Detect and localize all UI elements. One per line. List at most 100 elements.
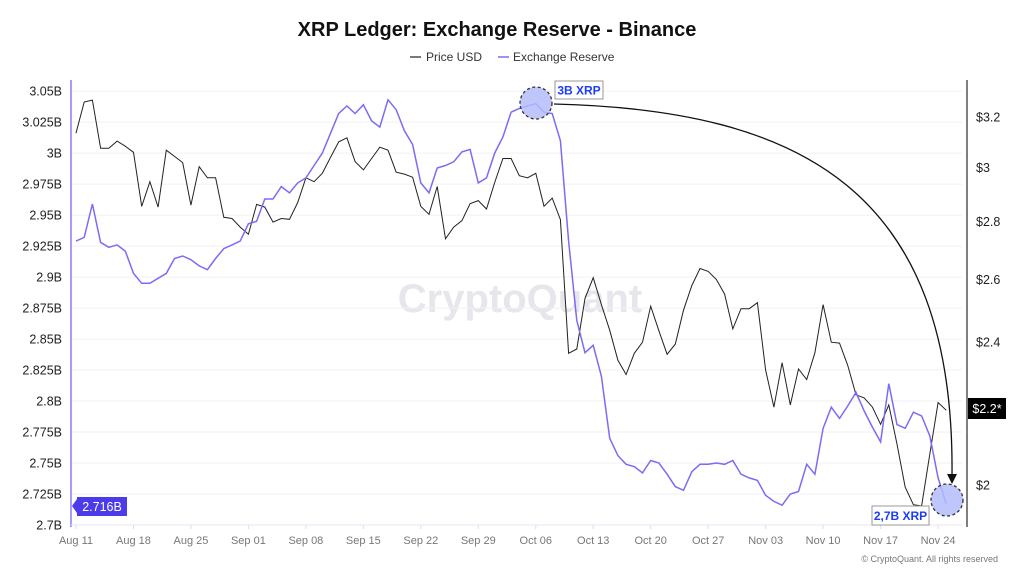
- reserve-point: [223, 248, 224, 249]
- legend-reserve-label[interactable]: Exchange Reserve: [513, 50, 615, 64]
- x-tick-label: Aug 25: [174, 535, 209, 547]
- price-point: [552, 198, 553, 199]
- low-annotation-box: [871, 505, 930, 526]
- price-point: [823, 304, 824, 305]
- reserve-point: [880, 441, 881, 442]
- right-tick-label: $2.6: [976, 273, 1000, 287]
- reserve-point: [708, 464, 709, 465]
- price-point: [133, 152, 134, 153]
- price-point: [790, 404, 791, 405]
- price-point: [281, 218, 282, 219]
- reserve-point: [781, 505, 782, 506]
- price-point: [174, 156, 175, 157]
- price-point: [699, 268, 700, 269]
- reserve-point: [814, 474, 815, 475]
- reserve-point: [839, 418, 840, 419]
- reserve-point: [502, 136, 503, 137]
- left-tick-label: 3.05B: [29, 85, 62, 99]
- reserve-point: [798, 491, 799, 492]
- reserve-point: [469, 149, 470, 150]
- right-current-value: $2.2*: [972, 402, 1001, 416]
- reserve-point: [84, 237, 85, 238]
- low-annotation-label: 2,7B XRP: [874, 509, 927, 523]
- left-tick-label: 2.925B: [22, 240, 62, 254]
- reserve-point: [749, 477, 750, 478]
- x-tick-label: Oct 20: [634, 535, 666, 547]
- price-point: [757, 302, 758, 303]
- price-point: [781, 362, 782, 363]
- price-point: [872, 406, 873, 407]
- price-point: [445, 238, 446, 239]
- price-point: [560, 219, 561, 220]
- price-point: [322, 173, 323, 174]
- reserve-point: [264, 198, 265, 199]
- x-tick-label: Aug 11: [59, 535, 93, 547]
- peak-highlight-circle: [519, 86, 553, 120]
- price-point: [478, 200, 479, 201]
- reserve-point: [905, 428, 906, 429]
- price-point: [116, 141, 117, 142]
- reserve-point: [305, 177, 306, 178]
- reserve-point: [913, 412, 914, 413]
- legend-price-label[interactable]: Price USD: [426, 50, 482, 64]
- reserve-point: [404, 130, 405, 131]
- x-tick-label: Sep 22: [403, 535, 438, 547]
- reserve-point: [116, 244, 117, 245]
- reserve-point: [289, 192, 290, 193]
- price-point: [346, 137, 347, 138]
- price-point: [888, 404, 889, 405]
- reserve-point: [691, 471, 692, 472]
- price-point: [453, 227, 454, 228]
- reserve-point: [125, 250, 126, 251]
- price-point: [92, 99, 93, 100]
- reserve-point: [699, 464, 700, 465]
- right-tick-label: $2.8: [976, 215, 1000, 229]
- reserve-point: [420, 182, 421, 183]
- price-point: [708, 271, 709, 272]
- price-point: [428, 214, 429, 215]
- reserve-point: [634, 466, 635, 467]
- price-point: [149, 181, 150, 182]
- price-point: [535, 173, 536, 174]
- left-axis-ticks: 2.7B 2.725B 2.75B 2.775B 2.8B 2.825B 2.85B 2.87…: [22, 85, 62, 533]
- price-point: [658, 330, 659, 331]
- price-point: [814, 352, 815, 353]
- arrow-head-icon: [947, 474, 957, 484]
- price-point: [798, 368, 799, 369]
- price-point: [125, 146, 126, 147]
- price-point: [215, 177, 216, 178]
- right-tick-label: $2.4: [976, 336, 1000, 350]
- reserve-point: [658, 462, 659, 463]
- price-point: [141, 206, 142, 207]
- reserve-point: [896, 424, 897, 425]
- reserve-point: [174, 258, 175, 259]
- price-point: [412, 177, 413, 178]
- reserve-point: [683, 490, 684, 491]
- x-tick-label: Nov 24: [921, 535, 956, 547]
- left-tick-label: 2.825B: [22, 364, 62, 378]
- reserve-point: [190, 259, 191, 260]
- reserve-point: [240, 241, 241, 242]
- price-point: [437, 186, 438, 187]
- price-point: [461, 220, 462, 221]
- price-point: [929, 454, 930, 455]
- legend: Price USD Exchange Reserve: [410, 50, 615, 64]
- reserve-point: [716, 462, 717, 463]
- price-point: [691, 285, 692, 286]
- left-tick-label: 2.75B: [29, 457, 62, 471]
- price-point: [486, 208, 487, 209]
- price-point: [199, 166, 200, 167]
- price-point: [601, 304, 602, 305]
- price-point: [248, 234, 249, 235]
- price-point: [543, 206, 544, 207]
- reserve-point: [248, 223, 249, 224]
- price-point: [831, 342, 832, 343]
- reserve-point: [207, 269, 208, 270]
- reserve-point: [584, 352, 585, 353]
- price-point: [313, 181, 314, 182]
- reserve-point: [412, 144, 413, 145]
- reserve-point: [724, 464, 725, 465]
- curved-arrow: [553, 103, 953, 477]
- reserve-point: [519, 108, 520, 109]
- left-tick-label: 2.9B: [36, 271, 62, 285]
